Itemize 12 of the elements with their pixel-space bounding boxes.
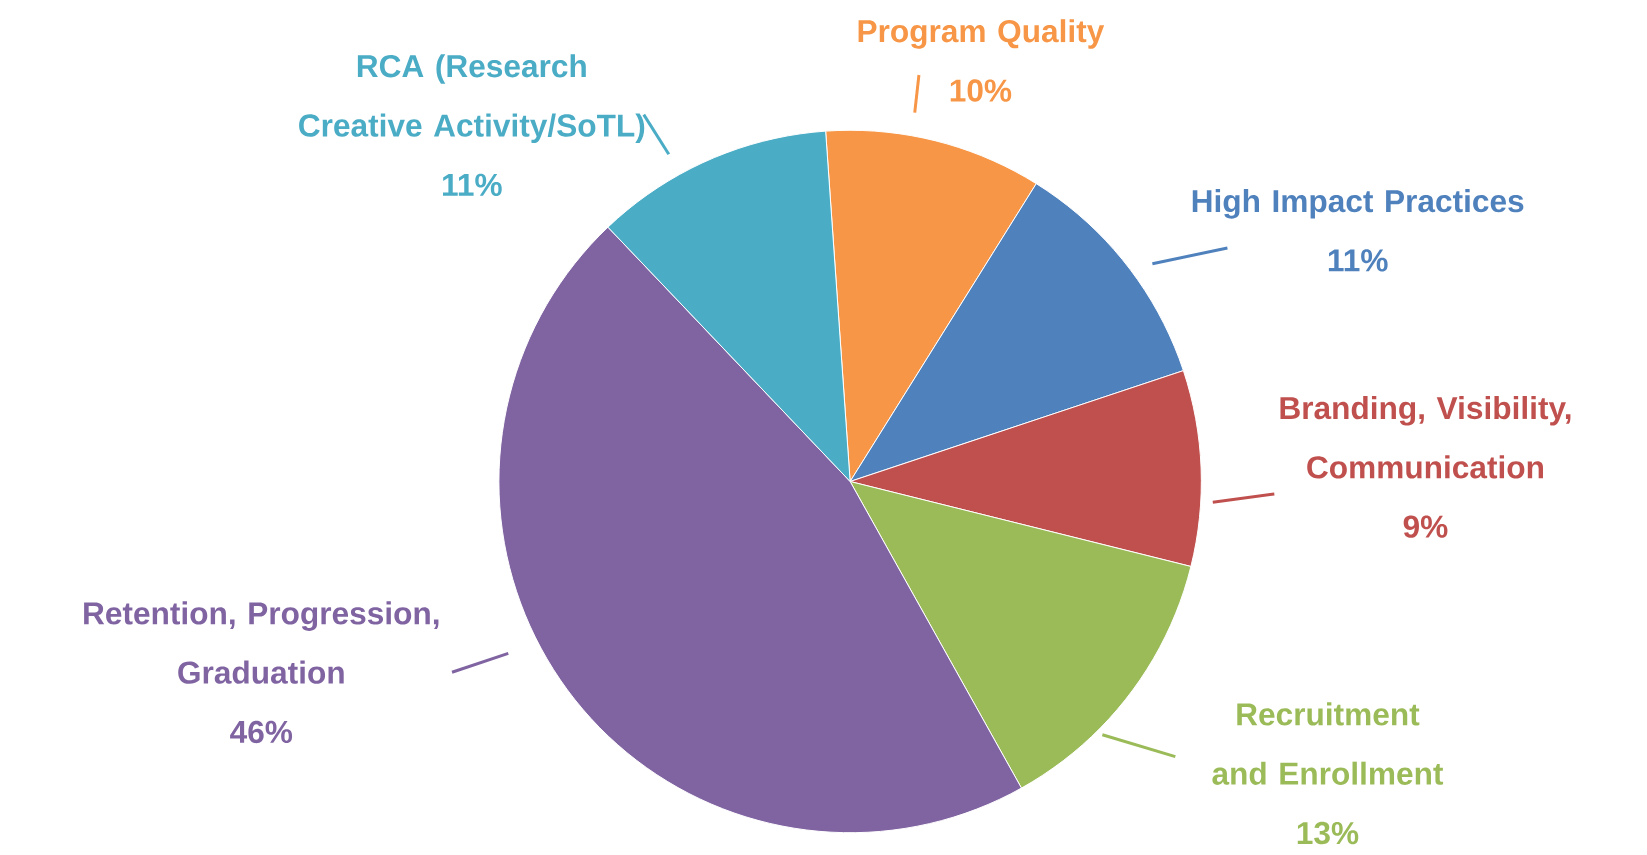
data-label: 10% [950, 79, 1012, 102]
slice-label: RCA (Research Creative Activity/SoTL) [299, 54, 645, 143]
slice-label: Program Quality [858, 19, 1105, 49]
slice-label: Branding, Visibility, Communication [1280, 395, 1571, 479]
data-label: 13% [1297, 821, 1359, 845]
data-label: 46% [230, 720, 293, 743]
data-label: 11% [443, 173, 502, 196]
slice-label: Recruitment and Enrollment [1212, 702, 1444, 785]
slice-label: High Impact Practices [1192, 188, 1524, 219]
data-label: 11% [1328, 249, 1388, 272]
slice-label: Retention, Progression, Graduation [84, 601, 439, 684]
data-label: 9% [1403, 515, 1448, 538]
